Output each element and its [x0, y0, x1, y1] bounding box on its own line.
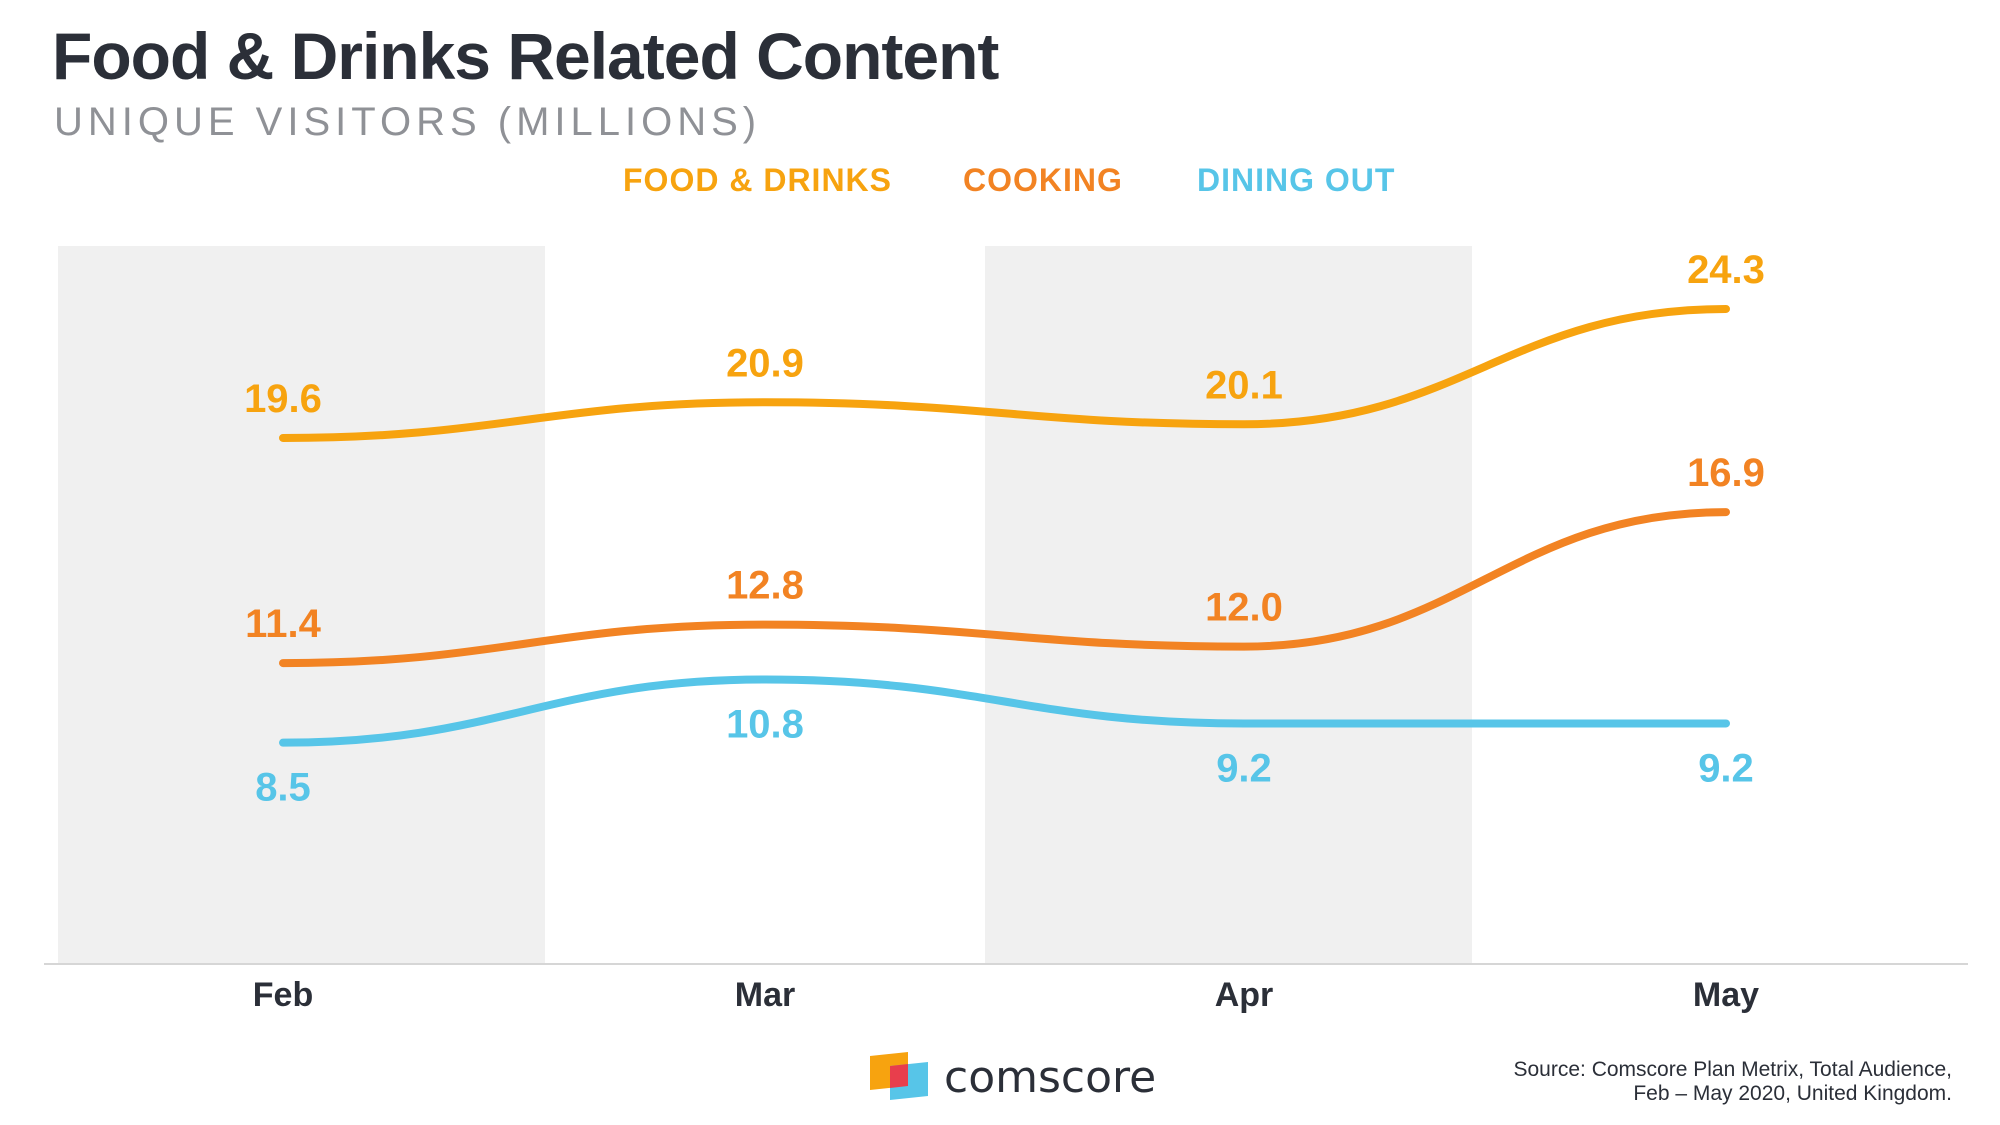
series-line-dining-out	[279, 675, 1730, 747]
data-label-cooking-apr: 12.0	[1205, 586, 1283, 630]
data-label-food-drinks-may: 24.3	[1687, 248, 1765, 292]
data-label-cooking-may: 16.9	[1687, 451, 1765, 495]
x-tick-label-mar: Mar	[735, 976, 795, 1014]
legend-item-dining-out: DINING OUT	[1197, 162, 1396, 198]
legend: FOOD & DRINKS COOKING DINING OUT	[0, 162, 2000, 206]
x-tick-label-apr: Apr	[1215, 976, 1274, 1014]
data-label-cooking-mar: 12.8	[726, 564, 804, 608]
data-label-food-drinks-mar: 20.9	[726, 341, 804, 385]
chart-title: Food & Drinks Related Content	[52, 19, 999, 93]
x-tick-label-feb: Feb	[253, 976, 313, 1014]
comscore-logo-icon	[870, 1052, 928, 1100]
legend-item-food-drinks: FOOD & DRINKS	[623, 162, 892, 198]
data-label-dining-out-mar: 10.8	[726, 703, 804, 747]
series-line-cooking	[279, 508, 1730, 668]
x-tick-label-may: May	[1693, 976, 1759, 1014]
source-note: Source: Comscore Plan Metrix, Total Audi…	[1514, 1058, 1953, 1106]
data-label-dining-out-may: 9.2	[1698, 746, 1754, 790]
source-line-1: Source: Comscore Plan Metrix, Total Audi…	[1513, 1058, 1953, 1081]
background-band-2	[985, 246, 1472, 963]
data-label-dining-out-feb: 8.5	[255, 766, 311, 810]
data-label-food-drinks-apr: 20.1	[1205, 363, 1283, 407]
brand-name: comscore	[944, 1052, 1157, 1103]
data-label-food-drinks-feb: 19.6	[244, 377, 322, 421]
series-line-food-drinks	[279, 304, 1730, 442]
data-label-dining-out-apr: 9.2	[1216, 746, 1272, 790]
source-line-2: Feb – May 2020, United Kingdom.	[1633, 1082, 1952, 1105]
background-band-1	[58, 246, 545, 963]
chart-subtitle: UNIQUE VISITORS (MILLIONS)	[54, 100, 762, 144]
legend-item-cooking: COOKING	[963, 162, 1123, 198]
data-label-cooking-feb: 11.4	[245, 602, 321, 646]
